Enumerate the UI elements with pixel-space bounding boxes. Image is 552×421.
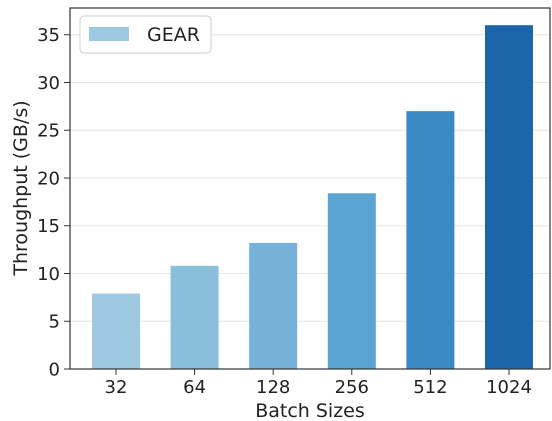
bars [92,25,533,370]
y-tick-label: 35 [37,25,60,46]
legend-swatch-gear [89,27,129,41]
bar-1024 [485,25,533,369]
bar-32 [92,293,140,369]
bar-128 [249,242,298,369]
y-tick-label: 30 [37,73,60,94]
x-tick-label: 32 [105,377,128,398]
y-tick-label: 5 [49,312,60,333]
bar-64 [170,265,219,369]
bar-512 [406,111,455,370]
x-axis-label: Batch Sizes [255,400,365,421]
bar-256 [327,193,376,369]
y-axis-label: Throughput (GB/s) [10,100,32,276]
x-tick-label: 64 [183,377,206,398]
y-tick-label: 15 [37,216,60,237]
y-tick-label: 10 [37,264,60,285]
gridlines [70,34,550,322]
y-tick-label: 20 [37,168,60,189]
legend: GEAR [79,15,212,54]
legend-box [79,15,212,54]
x-axis-ticks: 32 64 128 256 512 1024 [105,369,532,398]
y-axis-ticks: 0 5 10 15 20 25 30 35 [37,25,70,381]
plot-area-frame [69,7,551,370]
x-tick-label: 1024 [486,377,532,398]
y-tick-label: 0 [49,360,60,381]
x-tick-label: 128 [256,377,290,398]
legend-label-gear: GEAR [147,24,200,46]
x-tick-label: 512 [413,377,447,398]
y-tick-label: 25 [37,121,60,142]
x-tick-label: 256 [335,377,369,398]
